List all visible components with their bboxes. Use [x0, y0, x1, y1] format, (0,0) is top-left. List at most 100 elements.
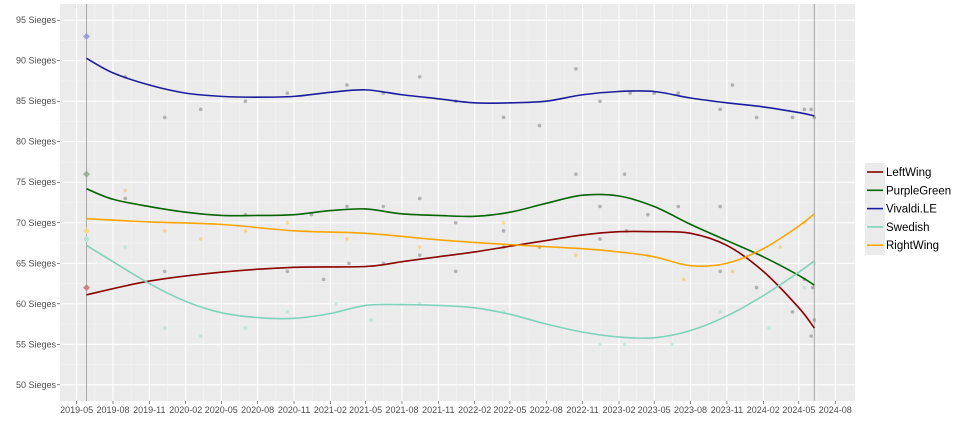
x-tick-label: 2022-08 [530, 405, 563, 415]
x-tick-label: 2020-11 [278, 405, 310, 415]
legend-label-vivaldi-le: Vivaldi.LE [886, 204, 937, 216]
poll-point-vivaldi-le [574, 67, 578, 71]
x-tick-label: 2023-08 [674, 405, 707, 415]
poll-point-purplegreen [123, 196, 128, 201]
y-tick-label: 65 Sieges [16, 258, 57, 268]
poll-point-rightwing [345, 237, 349, 241]
poll-point-leftwing [162, 269, 167, 274]
poll-point-vivaldi-le [537, 123, 542, 128]
poll-point-vivaldi-le [812, 115, 817, 120]
legend-label-swedish: Swedish [886, 222, 929, 234]
legend-label-purplegreen: PurpleGreen [886, 185, 951, 197]
poll-point-purplegreen [598, 204, 602, 209]
x-tick-label: 2023-02 [602, 405, 635, 415]
poll-point-vivaldi-le [285, 91, 290, 95]
x-tick-label: 2022-05 [493, 405, 526, 415]
poll-point-swedish [162, 326, 167, 330]
poll-point-vivaldi-le [598, 99, 602, 104]
poll-point-vivaldi-le [501, 115, 506, 120]
poll-point-leftwing [347, 261, 351, 266]
x-tick-label: 2019-11 [133, 405, 165, 415]
poll-point-rightwing [682, 277, 686, 282]
poll-point-rightwing [417, 245, 422, 249]
y-tick-label: 70 Sieges [16, 218, 57, 228]
poll-point-vivaldi-le [730, 83, 735, 87]
legend: LeftWing PurpleGreen Vivaldi.LE Swedish Righ… [865, 163, 951, 255]
x-tick-label: 2023-05 [638, 405, 671, 415]
x-tick-label: 2022-02 [458, 405, 491, 415]
poll-point-leftwing [453, 269, 458, 274]
x-tick-label: 2023-11 [711, 405, 743, 415]
poll-point-vivaldi-le [345, 83, 349, 87]
election-result-rightwing [82, 227, 90, 235]
poll-point-leftwing [754, 285, 759, 290]
poll-point-swedish [243, 326, 248, 330]
x-tick-label: 2021-11 [422, 405, 454, 415]
poll-point-swedish [622, 342, 627, 347]
poll-point-vivaldi-le [676, 91, 681, 95]
trend-line-vivaldi-le [86, 57, 815, 117]
y-tick-label: 85 Sieges [16, 96, 57, 106]
poll-point-leftwing [718, 269, 722, 274]
y-tick-label: 55 Sieges [16, 339, 57, 349]
poll-point-vivaldi-le [790, 115, 795, 120]
x-tick-label: 2022-11 [566, 405, 598, 415]
poll-point-vivaldi-le [809, 107, 813, 112]
poll-point-purplegreen [381, 204, 386, 209]
poll-point-rightwing [162, 229, 167, 233]
poll-point-vivaldi-le [802, 107, 807, 112]
poll-point-leftwing [285, 269, 290, 274]
legend-label-rightwing: RightWing [886, 240, 939, 252]
legend-label-leftwing: LeftWing [886, 167, 931, 179]
poll-point-vivaldi-le [628, 91, 632, 95]
poll-point-swedish [802, 285, 807, 290]
x-tick-label: 2020-08 [241, 405, 274, 415]
poll-point-rightwing [778, 245, 783, 249]
y-tick-label: 50 Sieges [16, 380, 57, 390]
poll-point-leftwing [812, 318, 817, 322]
x-tick-label: 2019-08 [96, 405, 129, 415]
poll-point-rightwing [243, 229, 248, 233]
trend-line-purplegreen [86, 187, 815, 286]
poll-point-purplegreen [453, 220, 458, 225]
x-tick-label: 2024-08 [819, 405, 852, 415]
y-tick-label: 75 Sieges [16, 177, 57, 187]
poll-point-vivaldi-le [198, 107, 203, 112]
x-tick-label: 2019-05 [60, 405, 93, 415]
poll-point-purplegreen [646, 212, 650, 217]
poll-point-swedish [670, 342, 674, 347]
poll-point-purplegreen [501, 229, 506, 233]
poll-point-vivaldi-le [243, 99, 248, 104]
x-tick-label: 2020-02 [169, 405, 202, 415]
poll-point-swedish [598, 342, 602, 347]
poll-point-leftwing [417, 253, 422, 257]
poll-point-leftwing [790, 310, 795, 314]
poll-point-purplegreen [718, 204, 722, 209]
y-tick-label: 60 Sieges [16, 299, 57, 309]
poll-point-purplegreen [417, 196, 422, 201]
x-tick-label: 2024-02 [747, 405, 780, 415]
poll-point-vivaldi-le [162, 115, 167, 120]
poll-point-leftwing [809, 334, 813, 338]
x-tick-label: 2021-08 [385, 405, 418, 415]
poll-point-swedish [123, 245, 128, 249]
poll-point-purplegreen [309, 212, 314, 217]
poll-point-purplegreen [676, 204, 681, 209]
election-result-swedish [82, 235, 90, 243]
poll-point-vivaldi-le [718, 107, 722, 112]
election-result-leftwing [82, 284, 90, 292]
y-tick-label: 95 Sieges [16, 15, 57, 25]
poll-point-rightwing [574, 253, 578, 257]
poll-point-purplegreen [574, 172, 578, 176]
poll-point-purplegreen [810, 285, 815, 290]
poll-point-rightwing [730, 269, 735, 274]
y-tick-label: 90 Sieges [16, 56, 57, 66]
poll-point-swedish [334, 301, 338, 306]
poll-point-swedish [718, 310, 722, 314]
election-result-purplegreen [82, 170, 90, 178]
x-tick-label: 2021-05 [349, 405, 382, 415]
trend-line-swedish [86, 244, 815, 340]
x-tick-label: 2020-05 [205, 405, 238, 415]
poll-point-leftwing [321, 277, 326, 282]
